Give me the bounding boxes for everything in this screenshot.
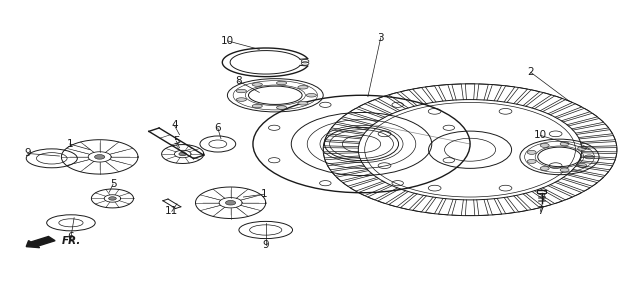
Ellipse shape bbox=[527, 160, 536, 164]
Ellipse shape bbox=[584, 155, 593, 159]
Ellipse shape bbox=[540, 143, 549, 147]
Text: 5: 5 bbox=[110, 179, 116, 189]
Text: 9: 9 bbox=[24, 148, 31, 158]
Circle shape bbox=[95, 155, 105, 159]
Circle shape bbox=[225, 200, 236, 205]
Text: 2: 2 bbox=[527, 67, 534, 77]
Ellipse shape bbox=[578, 146, 587, 150]
Text: 10: 10 bbox=[534, 130, 547, 141]
Ellipse shape bbox=[307, 94, 317, 97]
Ellipse shape bbox=[276, 106, 287, 109]
Ellipse shape bbox=[276, 81, 287, 85]
Ellipse shape bbox=[252, 83, 262, 86]
Ellipse shape bbox=[298, 86, 308, 89]
Ellipse shape bbox=[578, 163, 587, 167]
Ellipse shape bbox=[560, 168, 569, 172]
Text: 7: 7 bbox=[537, 206, 543, 216]
Circle shape bbox=[109, 197, 116, 200]
FancyArrow shape bbox=[26, 236, 55, 248]
Text: 4: 4 bbox=[171, 120, 178, 130]
Ellipse shape bbox=[540, 166, 549, 170]
Text: 3: 3 bbox=[378, 33, 384, 43]
Text: 11: 11 bbox=[165, 206, 179, 216]
Ellipse shape bbox=[527, 150, 536, 154]
Ellipse shape bbox=[560, 142, 569, 146]
Text: 6: 6 bbox=[214, 123, 221, 133]
Ellipse shape bbox=[236, 98, 246, 101]
Text: 5: 5 bbox=[173, 136, 180, 146]
Ellipse shape bbox=[298, 101, 308, 105]
Ellipse shape bbox=[236, 89, 246, 93]
Circle shape bbox=[179, 152, 186, 156]
Text: 1: 1 bbox=[261, 189, 268, 199]
Text: 9: 9 bbox=[262, 240, 269, 250]
Ellipse shape bbox=[252, 104, 262, 108]
Text: 6: 6 bbox=[68, 232, 74, 242]
Text: 10: 10 bbox=[221, 36, 234, 46]
Text: FR.: FR. bbox=[62, 236, 81, 246]
Text: 1: 1 bbox=[67, 139, 73, 149]
Text: 8: 8 bbox=[235, 76, 241, 86]
